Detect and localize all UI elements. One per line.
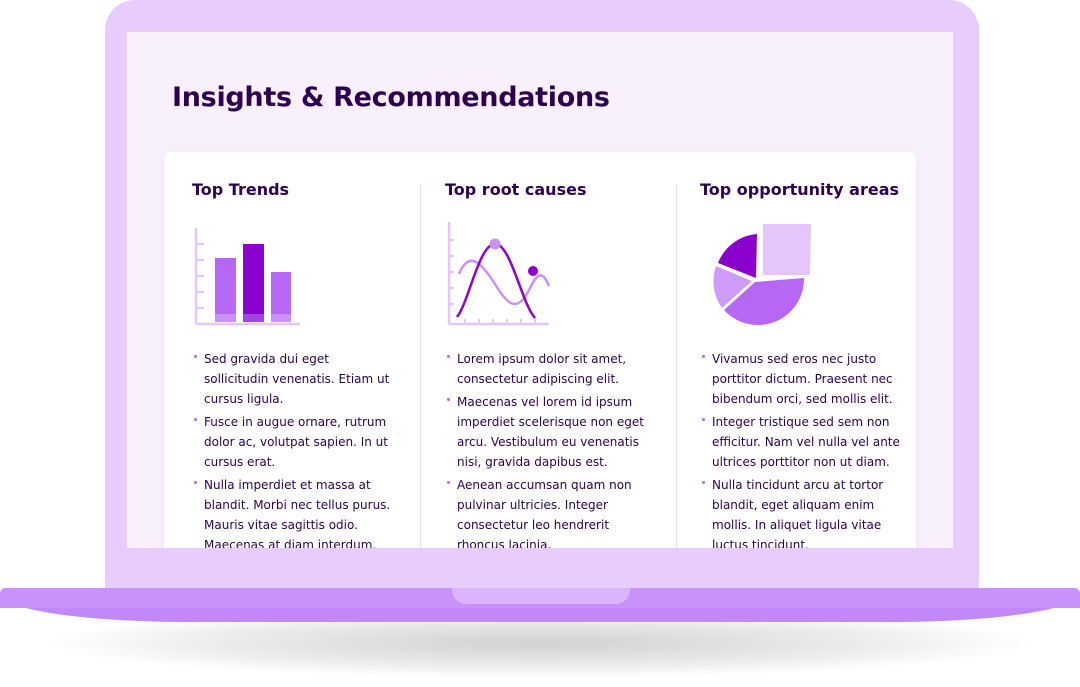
column-title: Top Trends: [192, 180, 290, 199]
column-title: Top root causes: [445, 180, 587, 199]
page-title: Insights & Recommendations: [172, 82, 610, 113]
bullet-list: Sed gravida dui eget sollicitudin venena…: [192, 349, 397, 548]
list-item: Integer tristique sed sem non efficitur.…: [700, 412, 905, 472]
list-item: Nulla imperdiet et massa at blandit. Mor…: [192, 475, 397, 548]
list-item: Vivamus sed eros nec justo porttitor dic…: [700, 349, 905, 409]
column-divider: [420, 184, 421, 548]
bar-chart-icon: [194, 228, 300, 326]
pie-chart-icon: [713, 224, 811, 326]
wave-chart-icon: [447, 222, 551, 326]
insights-card: Top Trends Sed gravi: [164, 152, 916, 548]
list-item: Aenean accumsan quam non pulvinar ultric…: [445, 475, 650, 548]
column-top-root-causes: Top root causes: [445, 152, 660, 548]
laptop-screen: Insights & Recommendations Top Trends: [127, 32, 953, 548]
list-item: Sed gravida dui eget sollicitudin venena…: [192, 349, 397, 409]
laptop-notch: [452, 588, 630, 604]
bullet-list: Lorem ipsum dolor sit amet, consectetur …: [445, 349, 650, 548]
list-item: Nulla tincidunt arcu at tortor blandit, …: [700, 475, 905, 548]
column-top-opportunity-areas: Top opportunity areas Vivamus sed eros n…: [700, 152, 910, 548]
list-item: Fusce in augue ornare, rutrum dolor ac, …: [192, 412, 397, 472]
list-item: Lorem ipsum dolor sit amet, consectetur …: [445, 349, 650, 389]
list-item: Maecenas vel lorem id ipsum imperdiet sc…: [445, 392, 650, 472]
column-divider: [676, 184, 677, 548]
column-top-trends: Top Trends Sed gravi: [192, 152, 407, 548]
bullet-list: Vivamus sed eros nec justo porttitor dic…: [700, 349, 905, 548]
column-title: Top opportunity areas: [700, 180, 900, 199]
